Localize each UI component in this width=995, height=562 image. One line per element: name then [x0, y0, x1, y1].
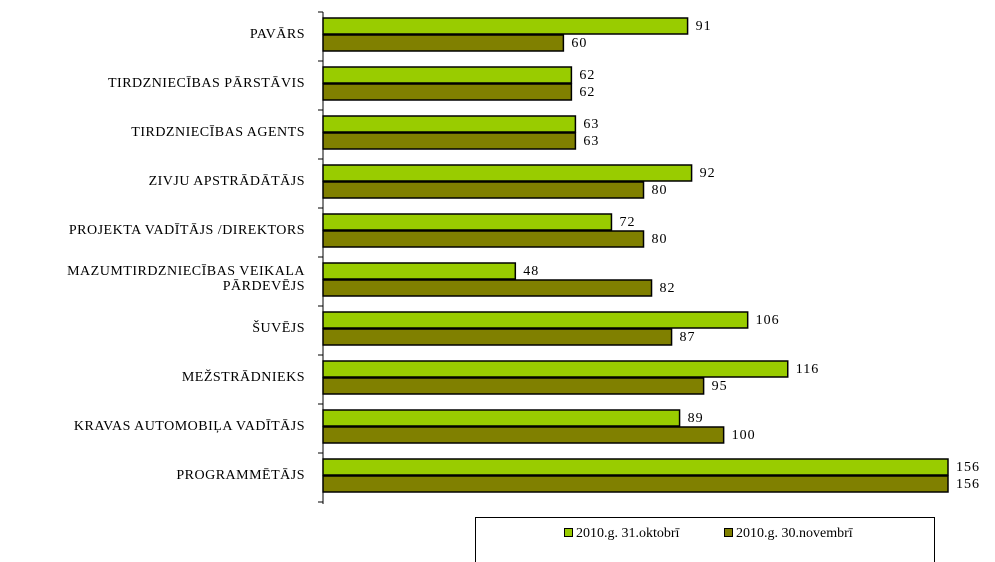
bar	[322, 377, 705, 395]
category-label: ZIVJU APSTRĀDĀTĀJS	[148, 173, 305, 189]
category-label: ŠUVĒJS	[252, 320, 305, 336]
category-label: PROJEKTA VADĪTĀJS /DIREKTORS	[68, 222, 305, 238]
bar	[322, 132, 577, 150]
legend-swatch	[724, 528, 733, 537]
bar	[322, 164, 693, 182]
bar	[322, 17, 689, 35]
category-label: PROGRAMMĒTĀJS	[176, 467, 305, 483]
value-label: 80	[652, 232, 668, 247]
legend: 2010.g. 31.oktobrī 2010.g. 30.novembrī	[475, 517, 935, 562]
value-label: 156	[956, 460, 980, 475]
legend-item: 2010.g. 31.oktobrī	[564, 526, 714, 542]
bar	[322, 279, 653, 297]
bar	[322, 230, 645, 248]
value-label: 156	[956, 477, 980, 492]
value-label: 82	[660, 281, 676, 296]
bar	[322, 181, 645, 199]
value-label: 91	[696, 19, 712, 34]
bar	[322, 458, 949, 476]
value-label: 63	[583, 117, 599, 132]
value-label: 60	[571, 36, 587, 51]
bar	[322, 311, 749, 329]
category-label: MEŽSTRĀDNIEKS	[181, 369, 305, 385]
value-label: 72	[619, 215, 635, 230]
bar	[322, 409, 681, 427]
bar	[322, 360, 789, 378]
bar	[322, 213, 613, 231]
legend-item: 2010.g. 30.novembrī	[724, 526, 874, 542]
value-label: 80	[652, 183, 668, 198]
value-label: 116	[796, 362, 819, 377]
value-label: 95	[712, 379, 728, 394]
category-label: KRAVAS AUTOMOBIĻA VADĪTĀJS	[73, 418, 305, 434]
bar	[322, 426, 725, 444]
bar	[322, 262, 517, 280]
category-label: MAZUMTIRDZNIECĪBAS VEIKALA PĀRDEVĒJS	[67, 264, 305, 294]
legend-label: 2010.g. 30.novembrī	[736, 526, 853, 541]
bar	[322, 475, 949, 493]
value-label: 62	[579, 68, 595, 83]
legend-swatch	[564, 528, 573, 537]
bar	[322, 34, 565, 52]
category-label: TIRDZNIECĪBAS PĀRSTĀVIS	[107, 75, 305, 91]
value-label: 100	[732, 428, 756, 443]
bar	[322, 66, 573, 84]
value-label: 63	[583, 134, 599, 149]
value-label: 48	[523, 264, 539, 279]
bar	[322, 83, 573, 101]
value-label: 89	[688, 411, 704, 426]
value-label: 106	[756, 313, 780, 328]
value-label: 92	[700, 166, 716, 181]
legend-label: 2010.g. 31.oktobrī	[576, 526, 680, 541]
value-label: 87	[680, 330, 696, 345]
value-label: 62	[579, 85, 595, 100]
bar	[322, 115, 577, 133]
bar	[322, 328, 673, 346]
category-label: TIRDZNIECĪBAS AGENTS	[131, 124, 305, 140]
category-label: PAVĀRS	[249, 26, 305, 42]
